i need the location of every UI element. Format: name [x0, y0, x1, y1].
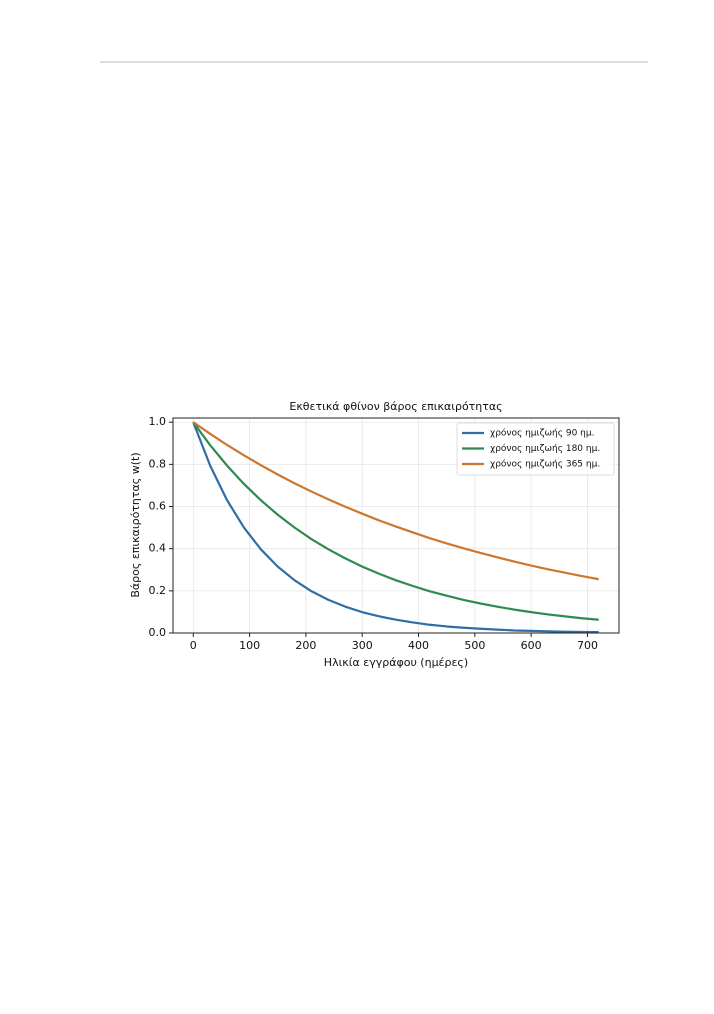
x-tick-label: 100 — [239, 639, 260, 652]
line-series — [192, 421, 599, 581]
x-tick-label: 300 — [352, 639, 373, 652]
y-tick-label: 0.8 — [149, 457, 167, 470]
x-axis-label: Ηλικία εγγράφου (ημέρες) — [324, 656, 468, 669]
y-tick-label: 0.4 — [149, 542, 167, 555]
y-tick-label: 1.0 — [149, 415, 167, 428]
x-tick-label: 600 — [521, 639, 542, 652]
line-series — [192, 421, 599, 621]
y-axis-label: Βάρος επικαιρότητας w(t) — [129, 452, 142, 597]
x-tick-label: 500 — [464, 639, 485, 652]
legend-label: χρόνος ημιζωής 365 ημ. — [490, 459, 600, 470]
x-tick-label: 400 — [408, 639, 429, 652]
x-tick-label: 200 — [295, 639, 316, 652]
legend-label: χρόνος ημιζωής 180 ημ. — [490, 443, 600, 454]
legend-box — [456, 422, 615, 476]
plot-frame — [172, 417, 620, 634]
line-series — [192, 421, 599, 634]
chart-title: Εκθετικά φθίνον βάρος επικαιρότητας — [289, 400, 502, 413]
y-tick-label: 0.2 — [149, 584, 167, 597]
x-tick-label: 700 — [577, 639, 598, 652]
x-tick-label: 0 — [190, 639, 197, 652]
y-tick-label: 0.0 — [149, 626, 167, 639]
y-tick-label: 0.6 — [149, 500, 167, 513]
legend-label: χρόνος ημιζωής 90 ημ. — [490, 428, 594, 439]
